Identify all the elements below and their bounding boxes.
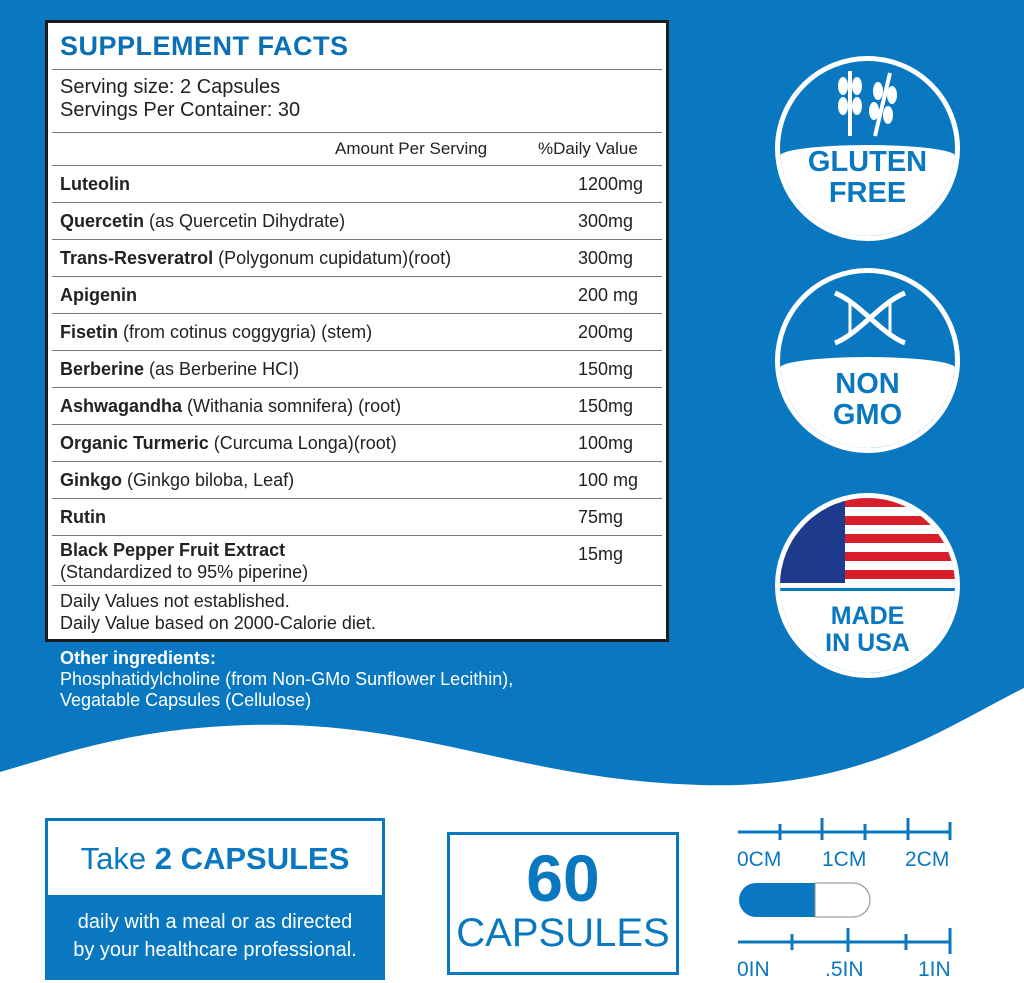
nutrient-row: Ashwagandha (Withania somnifera) (root) 1…: [52, 387, 662, 424]
nutrient-name: Black Pepper Fruit Extract: [60, 540, 286, 560]
us-flag-icon: [780, 498, 955, 588]
nutrient-detail: (Standardized to 95% piperine): [60, 562, 309, 582]
nutrient-detail: (from cotinus coggygria) (stem): [118, 322, 373, 342]
nutrient-name: Apigenin: [60, 285, 137, 305]
facts-title: SUPPLEMENT FACTS: [60, 31, 349, 61]
nutrient-detail: (as Berberine HCI): [144, 359, 300, 379]
nutrient-amount: 100mg: [578, 433, 634, 453]
non-gmo-badge: NON GMO: [775, 268, 960, 453]
nutrient-amount: 75mg: [578, 507, 624, 527]
dose-count: 2 CAPSULES: [154, 841, 350, 876]
size-scale: [738, 818, 952, 954]
nutrient-amount: 300mg: [578, 211, 634, 231]
nutrient-name: Rutin: [60, 507, 106, 527]
nutrient-amount: 100 mg: [578, 470, 639, 490]
nutrient-detail: (Ginkgo biloba, Leaf): [122, 470, 295, 490]
footnote: Daily Values not established.: [60, 591, 290, 611]
nutrient-detail: (Curcuma Longa)(root): [208, 433, 397, 453]
nutrient-amount: 300mg: [578, 248, 634, 268]
nutrient-row: Ginkgo (Ginkgo biloba, Leaf) 100 mg: [52, 461, 662, 498]
nutrient-row: Black Pepper Fruit Extract (Standardized …: [52, 535, 662, 585]
daily-value-header: %Daily Value: [538, 139, 638, 158]
nutrient-row: Trans-Resveratrol (Polygonum cupidatum)(…: [52, 239, 662, 276]
gluten-free-badge: GLUTEN FREE: [775, 56, 960, 241]
nutrient-row: Apigenin 200 mg: [52, 276, 662, 313]
nutrient-amount: 200 mg: [578, 285, 639, 305]
nutrient-name: Berberine: [60, 359, 145, 379]
nutrient-row: Luteolin 1200mg: [52, 165, 662, 202]
nutrient-row: Rutin 75mg: [52, 498, 662, 535]
nutrient-row: Organic Turmeric (Curcuma Longa)(root) 10…: [52, 424, 662, 461]
amount-header: Amount Per Serving: [335, 139, 488, 158]
nutrient-name: Organic Turmeric: [60, 433, 209, 453]
nutrient-name: Fisetin: [60, 322, 119, 342]
capsule-count-box: 60 CAPSULES: [447, 832, 679, 975]
servings-per-container: Servings Per Container: 30: [60, 99, 301, 121]
nutrient-amount: 150mg: [578, 359, 634, 379]
nutrient-row: Fisetin (from cotinus coggygria) (stem) 2…: [52, 313, 662, 350]
nutrient-row: Quercetin (as Quercetin Dihydrate) 300mg: [52, 202, 662, 239]
nutrient-detail: (Withania somnifera) (root): [182, 396, 402, 416]
supplement-facts-panel: SUPPLEMENT FACTS Serving size: 2 Capsule…: [45, 20, 669, 642]
dna-icon: [833, 290, 907, 346]
nutrient-name: Ginkgo: [60, 470, 122, 490]
other-ingredients: Other ingredients: Phosphatidylcholine (…: [60, 648, 514, 710]
nutrient-name: Trans-Resveratrol: [60, 248, 214, 268]
dosage-box: Take 2 CAPSULES daily with a meal or as …: [45, 818, 385, 980]
nutrient-name: Quercetin: [60, 211, 145, 231]
made-in-usa-badge: MADE IN USA: [775, 493, 960, 678]
nutrient-amount: 1200mg: [578, 174, 644, 194]
nutrient-detail: (Polygonum cupidatum)(root): [213, 248, 452, 268]
nutrient-amount: 15mg: [578, 544, 624, 564]
wheat-icon: [838, 71, 897, 137]
nutrient-row: Berberine (as Berberine HCI) 150mg: [52, 350, 662, 387]
serving-size: Serving size: 2 Capsules: [60, 76, 281, 98]
capsule-icon: [739, 882, 871, 918]
nutrient-name: Ashwagandha: [60, 396, 183, 416]
footnote: Daily Value based on 2000-Calorie diet.: [60, 613, 376, 633]
nutrient-name: Luteolin: [60, 174, 130, 194]
nutrient-amount: 150mg: [578, 396, 634, 416]
nutrient-detail: (as Quercetin Dihydrate): [144, 211, 346, 231]
nutrient-amount: 200mg: [578, 322, 634, 342]
